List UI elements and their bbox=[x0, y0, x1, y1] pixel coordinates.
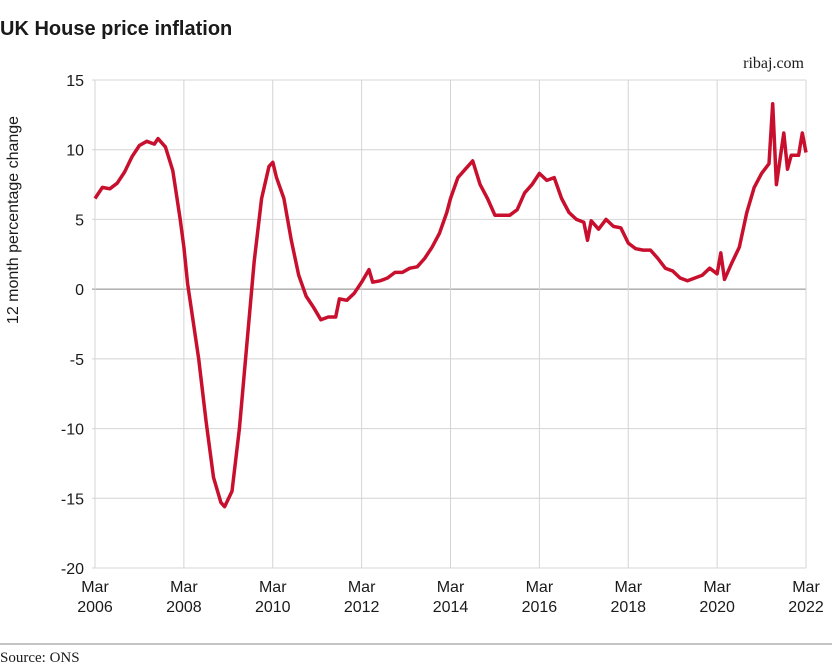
x-tick-label: Mar 2012 bbox=[344, 579, 380, 616]
x-tick-label: Mar 2008 bbox=[166, 579, 202, 616]
y-axis-label: 12 month percentage change bbox=[5, 116, 22, 324]
site-label: ribaj.com bbox=[743, 55, 804, 72]
y-tick-label: -20 bbox=[61, 561, 84, 578]
y-tick-label: -10 bbox=[61, 422, 84, 439]
source-note: Source: ONS bbox=[0, 650, 80, 666]
x-tick-label: Mar 2016 bbox=[522, 579, 558, 616]
x-tick-label: Mar 2010 bbox=[255, 579, 291, 616]
y-tick-label: 0 bbox=[75, 282, 84, 299]
y-tick-label: 5 bbox=[75, 212, 84, 229]
y-tick-label: -5 bbox=[70, 352, 84, 369]
y-tick-label: 10 bbox=[66, 143, 84, 160]
x-tick-label: Mar 2020 bbox=[699, 579, 735, 616]
data-line bbox=[93, 101, 808, 509]
x-tick-label: Mar 2022 bbox=[788, 579, 824, 616]
y-tick-label: 15 bbox=[66, 73, 84, 90]
y-tick-label: -15 bbox=[61, 491, 84, 508]
x-tick-label: Mar 2018 bbox=[610, 579, 646, 616]
chart-title: UK House price inflation bbox=[0, 18, 232, 40]
x-tick-label: Mar 2014 bbox=[433, 579, 469, 616]
x-tick-label: Mar 2006 bbox=[77, 579, 113, 616]
